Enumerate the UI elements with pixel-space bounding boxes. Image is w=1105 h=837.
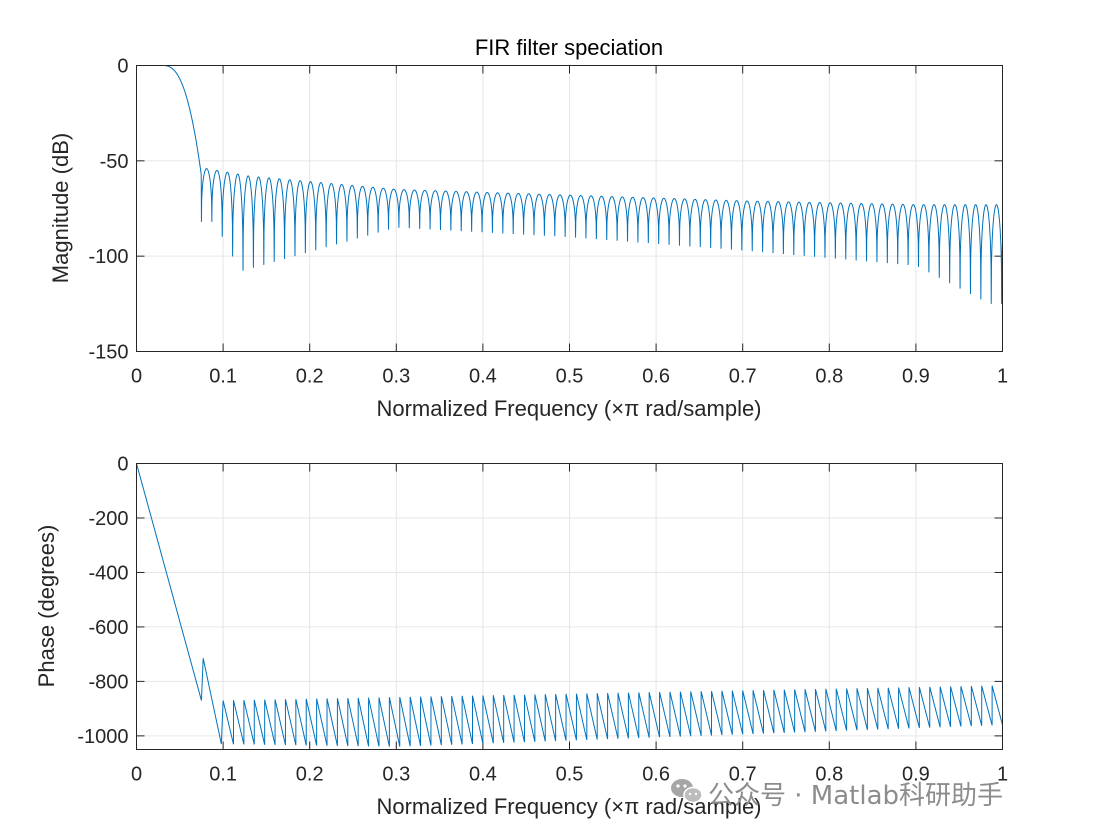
magnitude-y-axis-label: Magnitude (dB) bbox=[48, 133, 73, 283]
magnitude-x-tick-label: 1 bbox=[997, 366, 1008, 388]
phase-y-tick-label: 0 bbox=[117, 454, 128, 476]
magnitude-x-tick-label: 0.7 bbox=[729, 366, 757, 388]
phase-axes-frame bbox=[136, 463, 1003, 750]
phase-x-tick-label: 0.8 bbox=[815, 764, 843, 786]
magnitude-y-tick-label: 0 bbox=[117, 56, 128, 78]
magnitude-grid bbox=[136, 65, 1003, 352]
chart-title: FIR filter speciation bbox=[475, 35, 663, 60]
phase-y-tick-label: -200 bbox=[88, 508, 128, 530]
phase-y-tick-label: -800 bbox=[88, 671, 128, 693]
magnitude-y-tick-label: -150 bbox=[88, 342, 128, 364]
phase-x-tick-label: 0.1 bbox=[209, 764, 237, 786]
phase-x-tick-label: 0.3 bbox=[382, 764, 410, 786]
phase-x-tick-label: 0.4 bbox=[469, 764, 497, 786]
magnitude-x-tick-label: 0.2 bbox=[296, 366, 324, 388]
magnitude-ticks: 0 0.1 0.2 0.3 0.4 0.5 0.6 0.7 0.8 0.9 1 0 -50 -100 -15… bbox=[88, 56, 1008, 388]
phase-y-axis-label: Phase (degrees) bbox=[34, 525, 59, 688]
magnitude-x-tick-label: 0 bbox=[131, 366, 142, 388]
phase-x-tick-label: 0.5 bbox=[556, 764, 584, 786]
phase-ticks: 0 0.1 0.2 0.3 0.4 0.5 0.6 0.7 0.8 0.9 1 0 -200 -400 -6… bbox=[77, 454, 1008, 786]
wechat-icon bbox=[671, 779, 703, 804]
magnitude-axes: 0 0.1 0.2 0.3 0.4 0.5 0.6 0.7 0.8 0.9 1 0 -50 -100 -15… bbox=[48, 35, 1008, 421]
phase-x-tick-label: 0 bbox=[131, 764, 142, 786]
phase-y-tick-label: -1000 bbox=[77, 726, 128, 748]
magnitude-y-tick-label: -50 bbox=[100, 151, 129, 173]
phase-x-tick-label: 0.6 bbox=[642, 764, 670, 786]
phase-x-tick-label: 0.9 bbox=[902, 764, 930, 786]
phase-axes: 0 0.1 0.2 0.3 0.4 0.5 0.6 0.7 0.8 0.9 1 0 -200 -400 -6… bbox=[34, 454, 1008, 820]
magnitude-x-axis-label: Normalized Frequency (×π rad/sample) bbox=[376, 396, 761, 421]
magnitude-x-tick-label: 0.4 bbox=[469, 366, 497, 388]
magnitude-x-tick-label: 0.1 bbox=[209, 366, 237, 388]
magnitude-x-tick-label: 0.3 bbox=[382, 366, 410, 388]
phase-x-axis-label: Normalized Frequency (×π rad/sample) bbox=[376, 794, 761, 819]
magnitude-y-tick-label: -100 bbox=[88, 246, 128, 268]
phase-grid bbox=[136, 463, 1003, 750]
watermark-text: 公众号 · Matlab科研助手 bbox=[708, 781, 1003, 811]
magnitude-x-tick-label: 0.6 bbox=[642, 366, 670, 388]
phase-x-tick-label: 1 bbox=[997, 764, 1008, 786]
phase-x-tick-label: 0.2 bbox=[296, 764, 324, 786]
magnitude-axes-frame bbox=[136, 65, 1003, 352]
watermark: 公众号 · Matlab科研助手 bbox=[671, 779, 1003, 811]
phase-y-tick-label: -600 bbox=[88, 617, 128, 639]
magnitude-x-tick-label: 0.9 bbox=[902, 366, 930, 388]
magnitude-response-line bbox=[136, 65, 1003, 304]
phase-y-tick-label: -400 bbox=[88, 562, 128, 584]
phase-response-line bbox=[136, 463, 1003, 747]
phase-x-tick-label: 0.7 bbox=[729, 764, 757, 786]
magnitude-x-tick-label: 0.5 bbox=[556, 366, 584, 388]
magnitude-x-tick-label: 0.8 bbox=[815, 366, 843, 388]
